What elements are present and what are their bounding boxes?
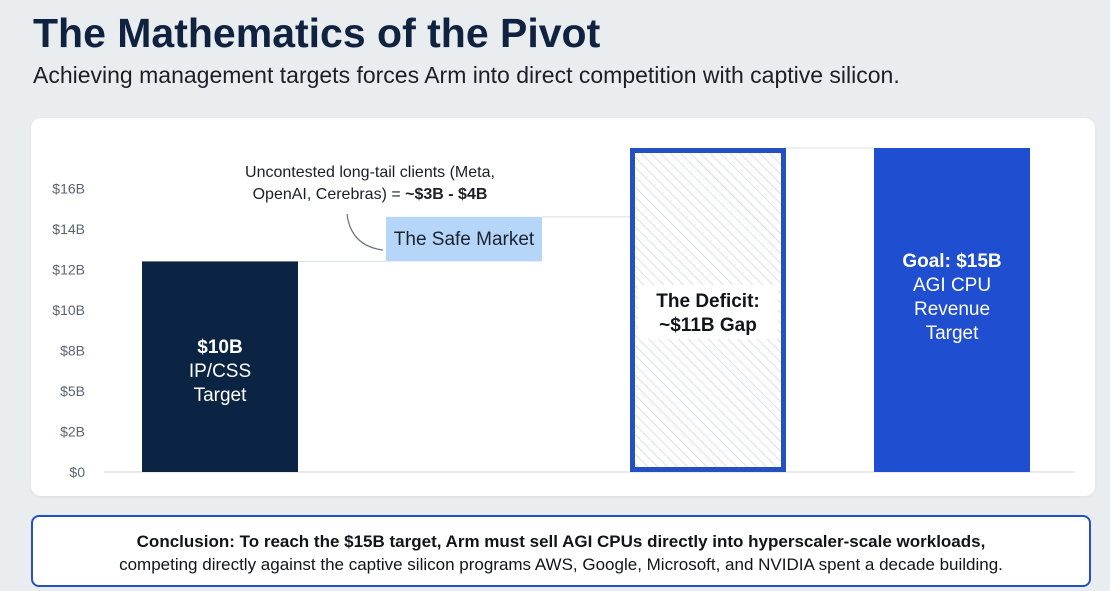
y-tick-label: $2B (60, 424, 85, 440)
bar-label-line: Target (194, 385, 248, 406)
waterfall-chart: $0 $2B $5B $8B $10B $12B $14B $16B $10B IP/CSS Ta… (52, 147, 1074, 480)
bar-label-line: The Deficit: (656, 291, 759, 312)
y-tick-label: $8B (60, 343, 85, 359)
annotation-line: Uncontested long-tail clients (Meta, (245, 164, 495, 181)
y-tick-label: $12B (52, 262, 85, 278)
page-title: The Mathematics of the Pivot (33, 10, 601, 56)
bar-goal-target (874, 148, 1030, 472)
bar-label-line: Goal: $15B (902, 251, 1001, 272)
annotation-leader-line (346, 213, 384, 251)
conclusion-detail: competing directly against the captive s… (119, 555, 1003, 574)
bar-label-line: ~$11B Gap (659, 315, 757, 336)
y-tick-label: $0 (69, 464, 85, 480)
y-tick-label: $16B (52, 181, 85, 197)
conclusion-headline: Conclusion: To reach the $15B target, Ar… (136, 532, 986, 551)
bar-label-line: Revenue (914, 299, 990, 320)
bar-label-line: IP/CSS (189, 361, 251, 382)
conclusion-box: Conclusion: To reach the $15B target, Ar… (31, 515, 1091, 587)
bar-label-line: Target (926, 323, 980, 344)
annotation-line: OpenAI, Cerebras) = ~$3B - $4B (253, 186, 488, 203)
deficit-label-backdrop (638, 285, 778, 339)
page-subtitle: Achieving management targets forces Arm … (33, 62, 900, 88)
y-tick-label: $5B (60, 383, 85, 399)
annotation-value: ~$3B - $4B (405, 186, 487, 203)
y-tick-label: $10B (52, 302, 85, 318)
annotation-text: OpenAI, Cerebras) = (253, 186, 406, 203)
bar-label-line: The Safe Market (394, 229, 535, 250)
bar-label-line: AGI CPU (913, 275, 991, 296)
bar-safe-market (386, 216, 542, 262)
y-tick-label: $14B (52, 221, 85, 237)
bar-label-line: $10B (197, 337, 242, 358)
chart-card: $0 $2B $5B $8B $10B $12B $14B $16B $10B IP/CSS Ta… (31, 118, 1095, 496)
bar-ip-css-target (142, 261, 298, 472)
